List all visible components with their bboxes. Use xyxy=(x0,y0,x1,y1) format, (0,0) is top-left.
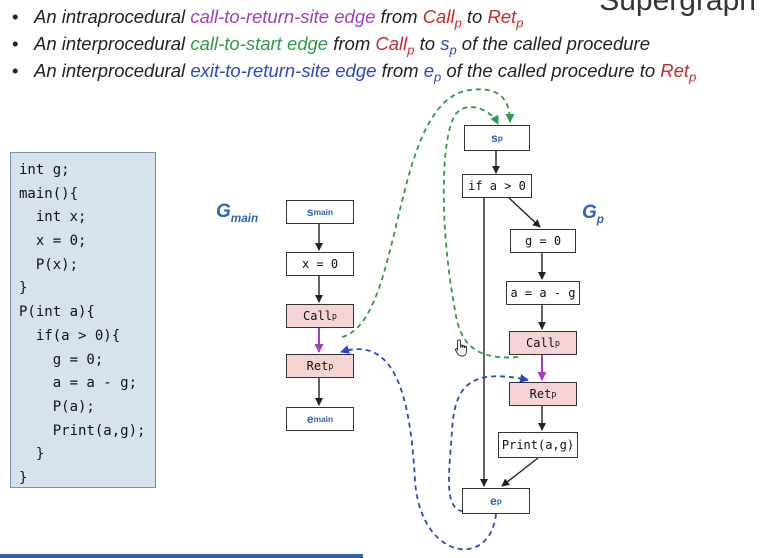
code-line: Print(a,g); xyxy=(19,422,146,439)
edge-p-call-to-start xyxy=(442,106,519,359)
bullet-text: from xyxy=(328,33,376,54)
edge-exit-to-main-ret xyxy=(340,345,497,551)
node-ref: Callp xyxy=(422,6,462,31)
bullet-text: from xyxy=(376,60,424,81)
edge-main-call-to-start xyxy=(341,88,515,338)
code-line: main(){ xyxy=(19,185,79,202)
code-line: if(a > 0){ xyxy=(19,327,121,344)
node-ref: Retp xyxy=(487,6,524,31)
edge-if-to-g xyxy=(508,197,541,228)
code-line: int g; xyxy=(19,162,70,178)
bullet-text: to xyxy=(461,6,488,27)
code-line: g = 0; xyxy=(19,351,104,368)
node-p-ret: Ret p xyxy=(509,382,577,406)
bullet-list: An intraprocedural call-to-return-site e… xyxy=(8,6,696,87)
node-g-assign: g = 0 xyxy=(510,229,576,253)
edge-name-call-to-return: call-to-return-site edge xyxy=(190,6,376,27)
node-ref: sp xyxy=(440,33,457,58)
node-ref: Callp xyxy=(375,33,415,58)
edge-name-call-to-start: call-to-start edge xyxy=(190,33,329,54)
bullet-text: from xyxy=(375,6,423,27)
bullet-text: to xyxy=(414,33,441,54)
code-line: } xyxy=(19,469,28,486)
bullet-text: An interprocedural xyxy=(34,33,191,54)
edge-name-exit-to-return: exit-to-return-site edge xyxy=(190,60,377,81)
gp-label: Gp xyxy=(582,202,604,226)
bullet-exit-to-return: An interprocedural exit-to-return-site e… xyxy=(8,60,696,87)
edge-print-to-ep xyxy=(501,457,539,487)
node-e-main: e main xyxy=(286,407,354,431)
code-line: x = 0; xyxy=(19,233,87,250)
code-line: } xyxy=(19,280,28,297)
bullet-text: of the called procedure xyxy=(456,33,650,54)
edge-exit-to-p-ret xyxy=(448,373,529,513)
node-x-assign: x = 0 xyxy=(286,252,354,276)
bullet-call-to-start: An interprocedural call-to-start edge fr… xyxy=(8,33,696,60)
node-p-call: Call p xyxy=(509,331,577,355)
hand-cursor-icon xyxy=(454,339,467,357)
code-listing: int g; main(){ int x; x = 0; P(x); } P(i… xyxy=(10,152,156,488)
code-line: P(x); xyxy=(19,256,79,273)
node-main-call: Call p xyxy=(286,304,354,328)
code-line: P(int a){ xyxy=(19,304,95,321)
node-print: Print(a,g) xyxy=(498,432,578,458)
node-ref: ep xyxy=(423,60,442,85)
node-main-ret: Ret p xyxy=(286,354,354,378)
code-line: int x; xyxy=(19,209,87,226)
bullet-text: of the called procedure to xyxy=(441,60,661,81)
code-line: P(a); xyxy=(19,398,95,415)
slide-footer-bar xyxy=(0,554,363,558)
node-a-assign: a = a - g xyxy=(506,281,580,305)
node-if: if a > 0 xyxy=(462,174,532,198)
node-ref: Retp xyxy=(660,60,697,85)
bullet-text: An interprocedural xyxy=(34,60,191,81)
bullet-text: An intraprocedural xyxy=(34,6,191,27)
bullet-call-to-return: An intraprocedural call-to-return-site e… xyxy=(8,6,696,33)
node-s-main: s main xyxy=(286,200,354,224)
gmain-label: Gmain xyxy=(216,201,259,225)
code-line: } xyxy=(19,446,45,463)
code-line: a = a - g; xyxy=(19,375,138,392)
